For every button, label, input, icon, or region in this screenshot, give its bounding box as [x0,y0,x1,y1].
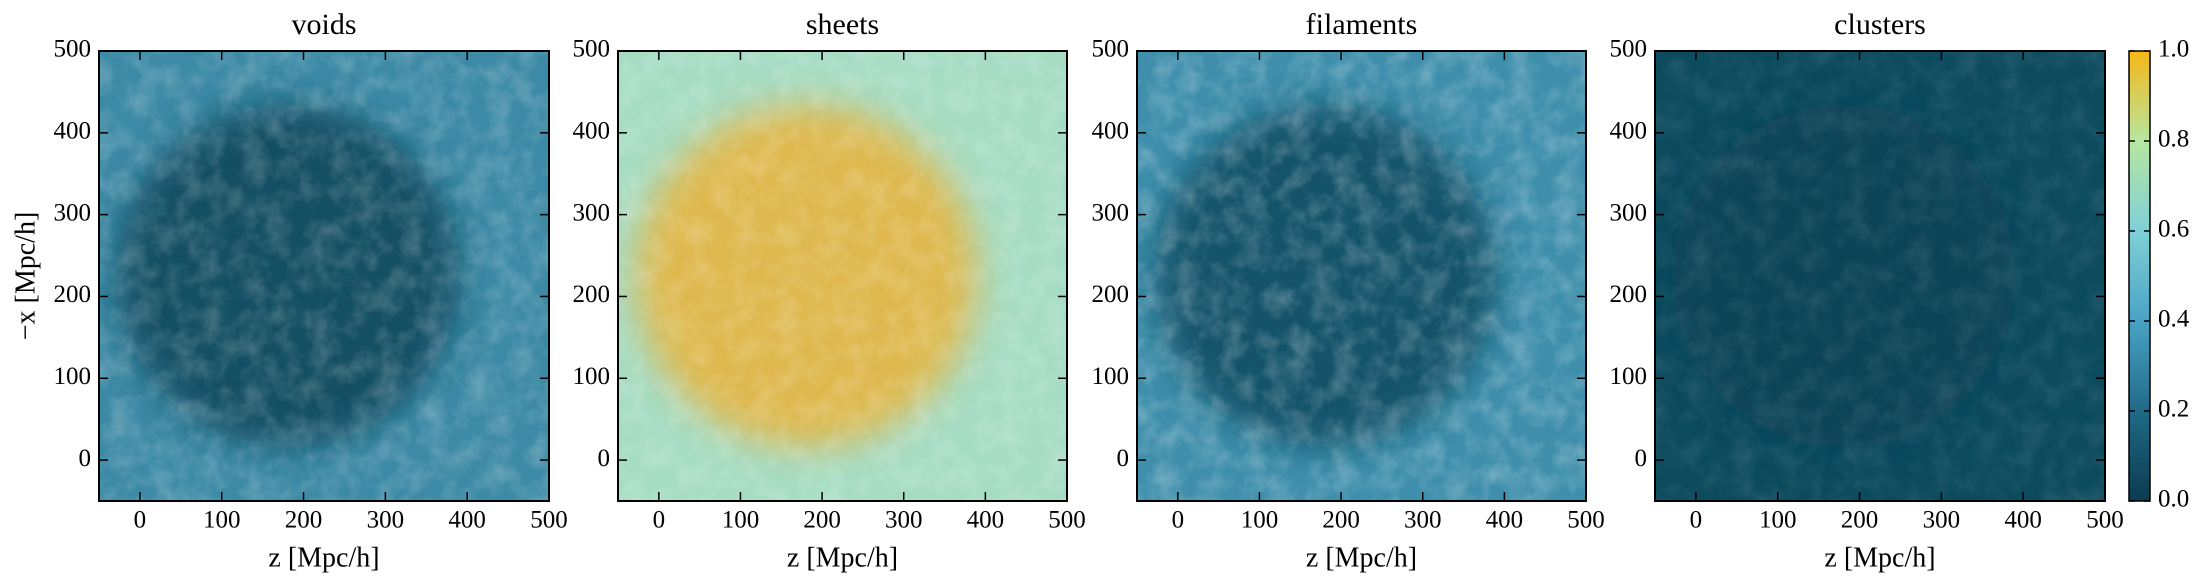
x-axis-label: z [Mpc/h] [1306,542,1417,573]
x-tick-label: 400 [1486,507,1524,534]
x-tick-label: 100 [1241,507,1279,534]
y-tick-label: 400 [1092,118,1130,145]
y-tick-label: 300 [54,199,92,226]
y-tick-label: 400 [1610,118,1648,145]
y-tick-label: 300 [1092,199,1130,226]
heatmap [1137,51,1586,501]
x-tick-label: 400 [967,507,1005,534]
x-tick-label: 0 [134,507,147,534]
panel-title: sheets [806,8,879,41]
heatmap [99,51,549,501]
x-tick-label: 400 [2004,507,2042,534]
x-tick-label: 100 [203,507,241,534]
texture [99,51,549,501]
y-tick-label: 0 [79,445,92,472]
y-tick-label: 400 [573,118,611,145]
y-tick-label: 100 [54,363,92,390]
y-tick-label: 100 [573,363,611,390]
y-tick-label: 200 [1092,281,1130,308]
y-tick-label: 500 [573,36,611,63]
x-tick-label: 500 [2086,507,2124,534]
y-tick-label: 100 [1092,363,1130,390]
panel-title: clusters [1834,8,1926,41]
x-tick-label: 200 [285,507,323,534]
x-tick-label: 100 [722,507,760,534]
y-tick-label: 200 [573,281,611,308]
frame [1136,50,1587,502]
x-tick-label: 200 [803,507,841,534]
x-tick-label: 0 [1172,507,1185,534]
x-tick-label: 300 [1923,507,1961,534]
y-tick-label: 0 [1117,445,1130,472]
y-tick-label: 0 [598,445,611,472]
y-axis-label: −x [Mpc/h] [10,212,41,341]
frame [617,50,1068,502]
x-axis-label: z [Mpc/h] [787,542,898,573]
panel-title: voids [291,8,356,41]
texture [1137,51,1586,501]
colorbar-tick-label: 0.2 [2158,396,2189,423]
y-tick-label: 100 [1610,363,1648,390]
y-tick-label: 500 [1610,36,1648,63]
y-tick-label: 0 [1635,445,1648,472]
y-tick-label: 200 [54,281,92,308]
heatmap [618,51,1067,501]
x-tick-label: 0 [1690,507,1703,534]
panel-title: filaments [1306,8,1418,41]
y-tick-label: 500 [54,36,92,63]
frame [1654,50,2106,502]
colorbar-tick-label: 0.8 [2158,126,2189,153]
x-tick-label: 300 [1404,507,1442,534]
x-tick-label: 300 [885,507,923,534]
colorbar-tick-label: 0.4 [2158,306,2190,333]
x-tick-label: 200 [1841,507,1879,534]
y-tick-label: 200 [1610,281,1648,308]
colorbar-tick-label: 0.6 [2158,216,2189,243]
y-tick-label: 400 [54,118,92,145]
y-tick-label: 300 [573,199,611,226]
x-tick-label: 100 [1759,507,1797,534]
colorbar [2128,50,2151,502]
y-tick-label: 300 [1610,199,1648,226]
x-tick-label: 500 [1567,507,1605,534]
x-axis-label: z [Mpc/h] [1824,542,1935,573]
x-tick-label: 500 [530,507,568,534]
x-tick-label: 0 [653,507,666,534]
colorbar-tick-label: 1.0 [2158,36,2189,63]
frame [98,50,550,502]
texture [1655,51,2105,501]
y-tick-label: 500 [1092,36,1130,63]
texture [618,51,1067,501]
x-axis-label: z [Mpc/h] [268,542,379,573]
heatmap [1655,51,2105,501]
x-tick-label: 300 [367,507,405,534]
x-tick-label: 400 [448,507,486,534]
x-tick-label: 500 [1048,507,1086,534]
x-tick-label: 200 [1322,507,1360,534]
colorbar-tick-label: 0.0 [2158,486,2189,513]
